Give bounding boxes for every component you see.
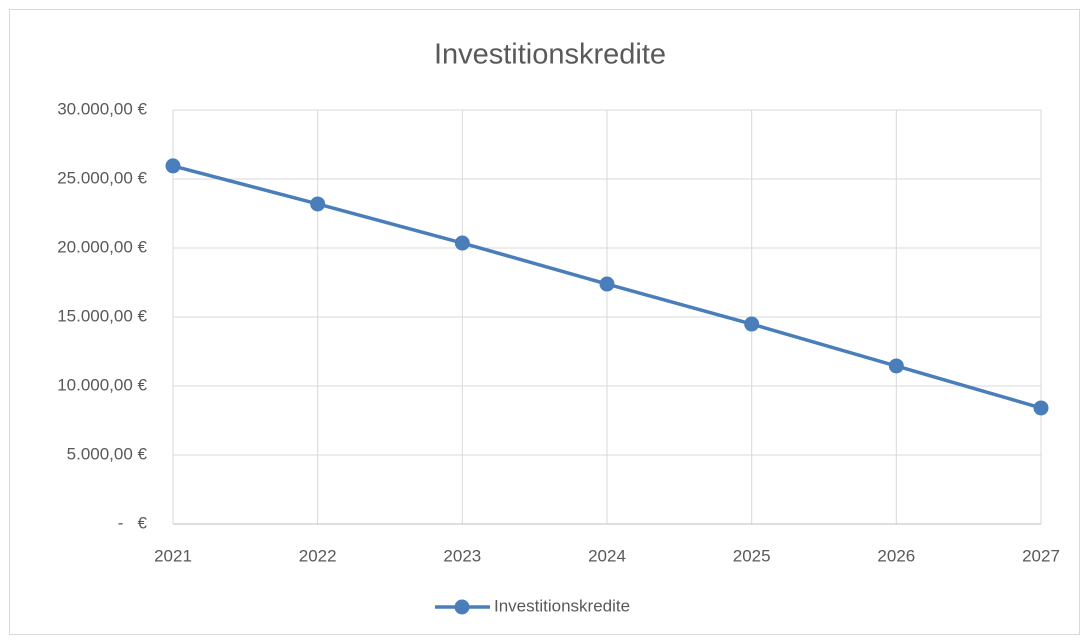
point	[744, 316, 760, 332]
y-tick-label: 25.000,00 €	[57, 168, 147, 187]
legend-marker	[454, 599, 470, 615]
point	[1033, 400, 1049, 416]
legend-label: Investitionskredite	[494, 596, 630, 615]
y-tick-label: 5.000,00 €	[67, 444, 148, 463]
y-tick-label: 10.000,00 €	[57, 375, 147, 394]
x-tick-label: 2026	[877, 546, 915, 565]
x-tick-label: 2021	[154, 546, 192, 565]
point	[310, 196, 326, 212]
x-tick-label: 2027	[1022, 546, 1060, 565]
y-tick-label: 15.000,00 €	[57, 306, 147, 325]
point	[454, 235, 470, 251]
y-tick-label: 30.000,00 €	[57, 99, 147, 118]
chart-frame	[9, 9, 1080, 635]
point	[599, 276, 615, 292]
point	[165, 158, 181, 174]
point	[888, 358, 904, 374]
x-tick-label: 2022	[299, 546, 337, 565]
x-tick-label: 2025	[733, 546, 771, 565]
x-tick-label: 2023	[443, 546, 481, 565]
x-tick-label: 2024	[588, 546, 626, 565]
y-tick-label: - €	[118, 513, 148, 532]
chart-title: Investitionskredite	[434, 39, 666, 71]
y-tick-label: 20.000,00 €	[57, 237, 147, 256]
